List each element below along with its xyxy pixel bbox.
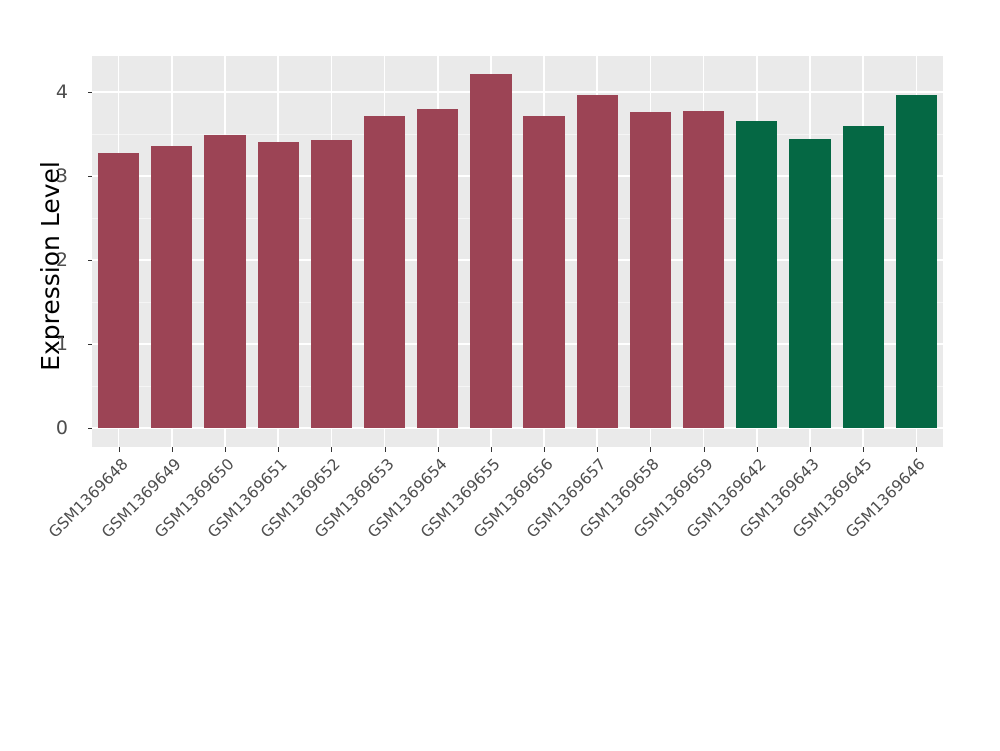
bar [257,141,299,428]
x-tick-mark [756,447,758,452]
gridline-minor [92,133,943,135]
y-tick-mark [88,428,93,429]
bar [417,108,459,428]
x-tick-mark [490,447,492,452]
x-tick-mark [650,447,652,452]
gridline-major [92,343,943,345]
gridline-minor [92,385,943,387]
bar [97,153,140,428]
x-tick-mark [810,447,812,452]
y-tick-label: 1 [55,333,68,355]
y-tick: 1 [52,333,93,355]
bar [842,125,884,428]
bar [363,115,406,428]
gridline-minor [92,217,943,219]
x-tick-mark [278,447,280,452]
bar [576,95,618,428]
gridline-major [92,427,943,429]
y-tick-mark [88,92,93,93]
x-tick-mark [544,447,546,452]
y-tick: 3 [52,165,93,187]
x-tick-mark [331,447,333,452]
gridline-major [92,175,943,177]
gridline-major [92,91,943,93]
gridline-major [92,259,943,261]
y-tick: 2 [52,249,93,271]
y-tick: 0 [52,417,93,439]
bar [789,139,831,428]
bar [629,112,672,428]
y-tick-mark [88,176,93,177]
bar [151,145,193,428]
x-tick-mark [118,447,120,452]
x-tick-label: GSM1369648 [44,455,132,542]
y-tick-label: 0 [55,417,68,439]
y-tick-label: 3 [55,165,68,187]
y-tick: 4 [52,81,93,103]
x-tick-mark [171,447,173,452]
bar [683,111,725,428]
x-tick-mark [863,447,865,452]
bar [736,121,778,428]
x-tick-mark [916,447,918,452]
y-tick-label: 2 [55,249,68,271]
x-tick-mark [384,447,386,452]
bar [895,95,937,428]
x-tick-mark [224,447,226,452]
plot-panel [92,56,943,447]
y-tick-label: 4 [55,81,68,103]
x-tick-mark [437,447,439,452]
bar [523,115,565,428]
bar [204,134,246,428]
bar [310,139,352,428]
y-tick-mark [88,344,93,345]
y-tick-mark [88,260,93,261]
gridline-minor [92,301,943,303]
x-tick-mark [703,447,705,452]
x-tick-mark [597,447,599,452]
bar [470,73,512,428]
